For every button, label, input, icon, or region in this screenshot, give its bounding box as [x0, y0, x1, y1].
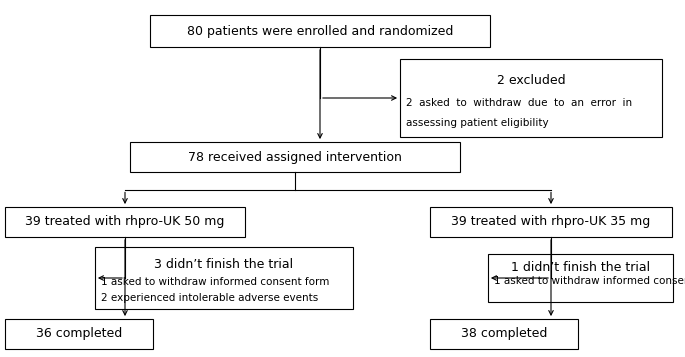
Text: 3 didn’t finish the trial: 3 didn’t finish the trial	[154, 258, 294, 271]
Text: 1 didn’t finish the trial: 1 didn’t finish the trial	[511, 261, 650, 274]
Bar	[488, 254, 673, 302]
Text: 2  asked  to  withdraw  due  to  an  error  in: 2 asked to withdraw due to an error in	[406, 98, 632, 108]
Bar	[5, 207, 245, 237]
Text: 39 treated with rhpro-UK 35 mg: 39 treated with rhpro-UK 35 mg	[451, 216, 651, 228]
Text: 1 asked to withdraw informed consent form: 1 asked to withdraw informed consent for…	[494, 276, 685, 286]
Bar	[400, 59, 662, 137]
Text: 1 asked to withdraw informed consent form: 1 asked to withdraw informed consent for…	[101, 277, 329, 287]
Bar	[430, 319, 578, 349]
Text: 36 completed: 36 completed	[36, 327, 122, 341]
Bar	[130, 142, 460, 172]
Text: 38 completed: 38 completed	[461, 327, 547, 341]
Bar	[150, 15, 490, 47]
Text: 80 patients were enrolled and randomized: 80 patients were enrolled and randomized	[187, 25, 453, 37]
Text: 78 received assigned intervention: 78 received assigned intervention	[188, 151, 402, 164]
Bar	[95, 247, 353, 309]
Bar	[430, 207, 672, 237]
Text: assessing patient eligibility: assessing patient eligibility	[406, 118, 549, 128]
Text: 2 experienced intolerable adverse events: 2 experienced intolerable adverse events	[101, 293, 319, 303]
Text: 2 excluded: 2 excluded	[497, 74, 565, 87]
Bar	[5, 319, 153, 349]
Text: 39 treated with rhpro-UK 50 mg: 39 treated with rhpro-UK 50 mg	[25, 216, 225, 228]
